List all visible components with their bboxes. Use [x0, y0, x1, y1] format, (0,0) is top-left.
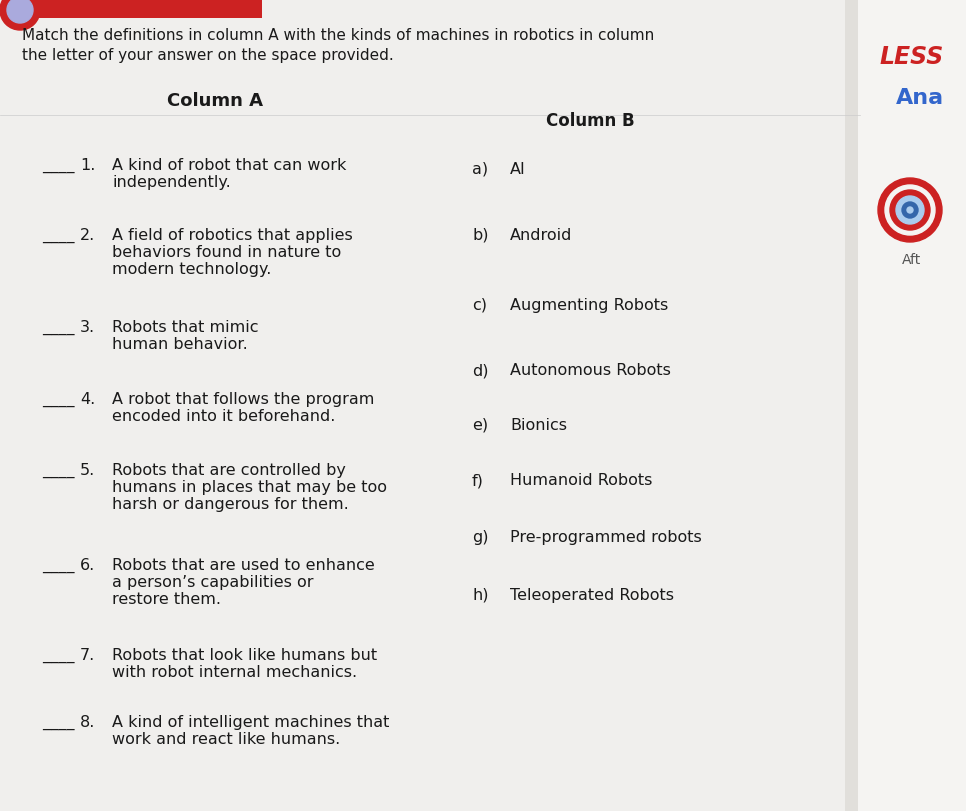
Text: human behavior.: human behavior. — [112, 337, 247, 352]
Text: Robots that mimic: Robots that mimic — [112, 320, 259, 335]
Text: Android: Android — [510, 228, 573, 243]
Text: g): g) — [472, 530, 489, 545]
Text: LESS: LESS — [880, 45, 944, 69]
Text: Humanoid Robots: Humanoid Robots — [510, 473, 652, 488]
Text: ____: ____ — [42, 228, 74, 243]
Text: ____: ____ — [42, 158, 74, 173]
Text: harsh or dangerous for them.: harsh or dangerous for them. — [112, 497, 349, 512]
Text: with robot internal mechanics.: with robot internal mechanics. — [112, 665, 357, 680]
Circle shape — [902, 202, 918, 218]
Circle shape — [7, 0, 33, 23]
Text: humans in places that may be too: humans in places that may be too — [112, 480, 387, 495]
Text: 1.: 1. — [80, 158, 96, 173]
Text: Robots that are controlled by: Robots that are controlled by — [112, 463, 346, 478]
Text: Bionics: Bionics — [510, 418, 567, 433]
Text: Aft: Aft — [902, 253, 922, 267]
Circle shape — [878, 178, 942, 242]
Text: 2.: 2. — [80, 228, 96, 243]
Text: e): e) — [472, 418, 488, 433]
Text: h): h) — [472, 588, 489, 603]
Circle shape — [0, 0, 40, 30]
Text: behaviors found in nature to: behaviors found in nature to — [112, 245, 341, 260]
Text: 8.: 8. — [80, 715, 96, 730]
Text: Autonomous Robots: Autonomous Robots — [510, 363, 670, 378]
Text: A field of robotics that applies: A field of robotics that applies — [112, 228, 353, 243]
Text: the letter of your answer on the space provided.: the letter of your answer on the space p… — [22, 48, 394, 63]
Text: 5.: 5. — [80, 463, 96, 478]
Text: ____: ____ — [42, 463, 74, 478]
Text: Ana: Ana — [895, 88, 944, 108]
Text: ____: ____ — [42, 320, 74, 335]
Text: ____: ____ — [42, 558, 74, 573]
Text: Column A: Column A — [167, 92, 263, 110]
Text: ____: ____ — [42, 715, 74, 730]
Text: b): b) — [472, 228, 489, 243]
FancyBboxPatch shape — [858, 0, 966, 811]
FancyBboxPatch shape — [845, 0, 870, 811]
FancyBboxPatch shape — [32, 0, 262, 18]
Text: 6.: 6. — [80, 558, 96, 573]
Text: work and react like humans.: work and react like humans. — [112, 732, 340, 747]
Text: A kind of intelligent machines that: A kind of intelligent machines that — [112, 715, 389, 730]
Text: ____: ____ — [42, 392, 74, 407]
Text: ____: ____ — [42, 648, 74, 663]
Text: modern technology.: modern technology. — [112, 262, 271, 277]
Text: encoded into it beforehand.: encoded into it beforehand. — [112, 409, 335, 424]
Text: d): d) — [472, 363, 489, 378]
Text: Pre-programmed robots: Pre-programmed robots — [510, 530, 701, 545]
Text: Robots that are used to enhance: Robots that are used to enhance — [112, 558, 375, 573]
Text: 3.: 3. — [80, 320, 95, 335]
Text: Robots that look like humans but: Robots that look like humans but — [112, 648, 377, 663]
Circle shape — [896, 196, 924, 224]
Text: independently.: independently. — [112, 175, 231, 190]
Text: Augmenting Robots: Augmenting Robots — [510, 298, 668, 313]
Text: A kind of robot that can work: A kind of robot that can work — [112, 158, 347, 173]
Text: c): c) — [472, 298, 487, 313]
Text: Column B: Column B — [546, 112, 635, 130]
Text: AI: AI — [510, 162, 526, 177]
Text: 7.: 7. — [80, 648, 96, 663]
FancyBboxPatch shape — [0, 0, 858, 811]
Text: 4.: 4. — [80, 392, 96, 407]
Text: A robot that follows the program: A robot that follows the program — [112, 392, 375, 407]
Circle shape — [890, 190, 930, 230]
Text: restore them.: restore them. — [112, 592, 221, 607]
Circle shape — [907, 207, 913, 213]
Text: Teleoperated Robots: Teleoperated Robots — [510, 588, 674, 603]
Text: a person’s capabilities or: a person’s capabilities or — [112, 575, 314, 590]
Text: a): a) — [472, 162, 488, 177]
Text: Match the definitions in column A with the kinds of machines in robotics in colu: Match the definitions in column A with t… — [22, 28, 654, 43]
Circle shape — [885, 185, 935, 235]
Text: f): f) — [472, 473, 484, 488]
